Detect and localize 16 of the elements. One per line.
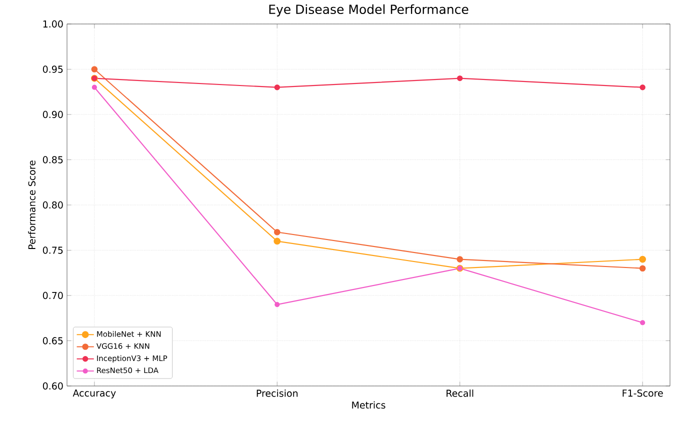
x-tick-label: Precision [256,390,298,397]
y-tick-label: 0.70 [42,292,63,300]
y-tick-label: 0.85 [42,156,63,164]
y-axis-title: Performance Score [28,160,36,249]
y-tick-label: 0.90 [42,110,63,118]
x-tick-label: F1-Score [622,390,663,397]
y-tick-label: 0.75 [42,246,63,254]
x-tick-label: Accuracy [72,390,116,398]
chart-title: Eye Disease Model Performance [269,4,468,16]
y-tick-label: 1.00 [43,20,63,28]
y-tick-label: 0.80 [42,201,63,209]
x-tick-label: Recall [446,390,474,397]
x-axis-title: Metrics [352,401,386,409]
y-tick-label: 0.60 [42,382,63,390]
y-tick-label: 0.65 [42,337,63,344]
y-tick-label: 0.95 [42,66,63,73]
